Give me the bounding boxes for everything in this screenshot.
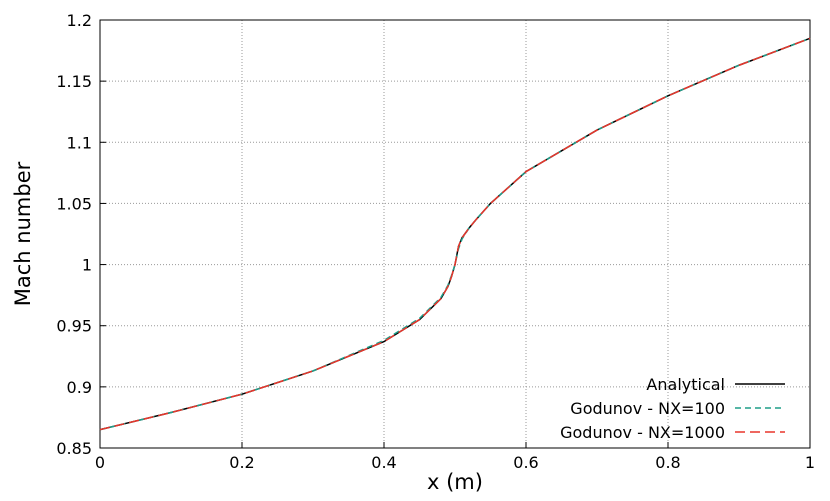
y-tick-label: 1.15 xyxy=(56,72,92,91)
y-tick-label: 1.2 xyxy=(67,11,92,30)
data-line xyxy=(99,37,811,431)
plot-frame xyxy=(99,19,811,449)
x-tick-label: 0.4 xyxy=(371,453,396,472)
y-tick-label: 1.05 xyxy=(56,194,92,213)
x-tick-label: 0.6 xyxy=(513,453,538,472)
x-tick-label: 1 xyxy=(805,453,815,472)
legend-label: Godunov - NX=1000 xyxy=(560,423,725,442)
x-tick-label: 0.2 xyxy=(229,453,254,472)
y-tick-label: 0.85 xyxy=(56,439,92,458)
x-tick-label: 0 xyxy=(95,453,105,472)
y-tick-label: 1.1 xyxy=(67,133,92,152)
legend-label: Godunov - NX=100 xyxy=(570,399,725,418)
x-tick-label: 0.8 xyxy=(655,453,680,472)
legend-label: Analytical xyxy=(646,375,725,394)
data-line xyxy=(99,37,811,431)
y-tick-label: 1 xyxy=(82,256,92,275)
x-axis-label: x (m) xyxy=(427,470,483,494)
data-line xyxy=(99,37,811,431)
y-tick-label: 0.9 xyxy=(67,378,92,397)
y-tick-label: 0.95 xyxy=(56,317,92,336)
y-axis-label: Mach number xyxy=(11,161,35,306)
